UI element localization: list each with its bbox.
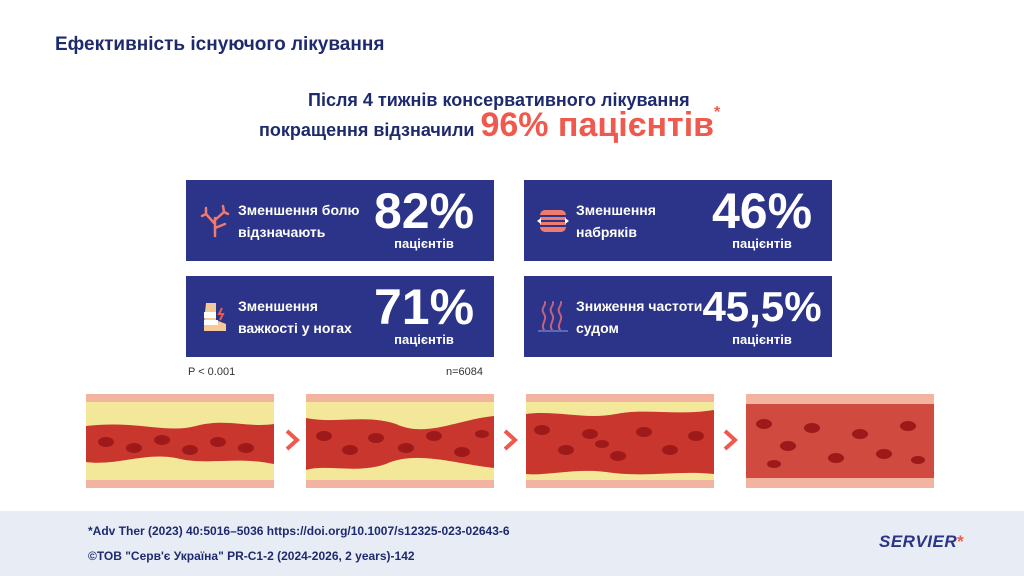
footer: *Adv Ther (2023) 40:5016–5036 https://do… (0, 511, 1024, 576)
card-label: Зниження частоти судом (576, 297, 703, 336)
stat-card-heaviness: Зменшення важкості у ногах 71% пацієнтів (186, 276, 494, 357)
card-label: Зменшення болю відзначають (238, 201, 360, 240)
card-value: 45,5% (702, 283, 822, 330)
card-unit: пацієнтів (732, 236, 792, 251)
vessel-illustration-2 (306, 394, 494, 488)
card-unit: пацієнтів (394, 236, 454, 251)
chevron-right-icon (723, 429, 738, 451)
vessel-illustration-1 (86, 394, 274, 488)
stat-card-pain: Зменшення болю відзначають 82% пацієнтів (186, 180, 494, 261)
logo-text: SERVIER (879, 532, 958, 551)
stat-card-cramps: Зниження частоти судом 45,5% пацієнтів (524, 276, 832, 357)
swollen-leg-icon (537, 210, 569, 232)
headline-asterisk: * (714, 104, 721, 121)
vessel-illustration-3 (526, 394, 714, 488)
chevron-right-icon (285, 429, 300, 451)
headline-line2: покращення відзначили 96% пацієнтів* (259, 104, 721, 145)
card-label: Зменшення набряків (576, 201, 656, 240)
cramp-icon (538, 301, 568, 332)
reference-text: *Adv Ther (2023) 40:5016–5036 https://do… (88, 524, 510, 538)
headline-highlight: 96% пацієнтів (480, 106, 715, 144)
copyright-text: ©ТОВ "Серв'є Україна" PR-C1-2 (2024-2026… (88, 549, 415, 563)
vessel-illustration-4 (746, 394, 934, 488)
vein-branch-icon (200, 204, 230, 238)
card-label: Зменшення важкості у ногах (238, 297, 352, 336)
card-value: 71% (373, 279, 475, 335)
logo-star: * (957, 532, 965, 551)
servier-logo: SERVIER* (879, 532, 964, 552)
headline-prefix: покращення відзначили (259, 120, 475, 140)
card-unit: пацієнтів (732, 332, 792, 347)
card-value: 46% (711, 183, 813, 239)
heavy-leg-icon (204, 303, 226, 331)
card-unit: пацієнтів (394, 332, 454, 347)
stat-card-edema: Зменшення набряків 46% пацієнтів (524, 180, 832, 261)
sample-size-note: n=6084 (446, 366, 484, 378)
headline-line1: Після 4 тижнів консервативного лікування (308, 90, 690, 110)
p-value-note: P < 0.001 (188, 366, 236, 378)
page-title: Ефективність існуючого лікування (55, 34, 385, 55)
chevron-right-icon (503, 429, 518, 451)
card-value: 82% (373, 183, 475, 239)
